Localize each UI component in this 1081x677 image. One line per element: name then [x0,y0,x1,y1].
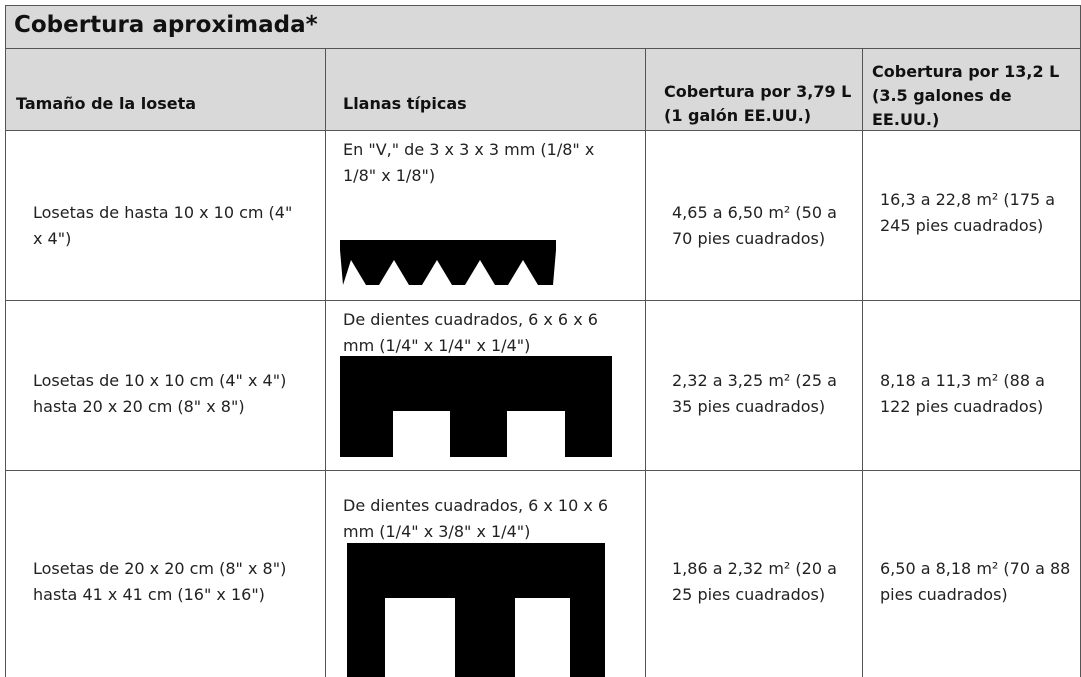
cell: Losetas de hasta 10 x 10 cm (4" x 4") [33,203,293,248]
cell: 2,32 a 3,25 m² (25 a 35 pies cuadrados) [672,371,837,416]
cell: 8,18 a 11,3 m² (88 a 122 pies cuadrados) [880,371,1045,416]
header-cell: Cobertura por 13,2 L (3.5 galones de EE.… [872,62,1060,129]
trowel-v-notch [340,240,556,285]
rule [5,470,1081,471]
trowel-square-notch [340,356,612,457]
title: Cobertura aproximada* [14,12,318,38]
header-bg [5,5,1081,130]
header-cell: Llanas típicas [343,94,467,113]
rule [325,48,326,677]
header-cell: Tamaño de la loseta [16,94,197,113]
trowel-square-notch [347,543,605,677]
rule [862,48,863,677]
cell: 6,50 a 8,18 m² (70 a 88 pies cuadrados) [880,559,1071,604]
rule [5,5,6,677]
cell: 4,65 a 6,50 m² (50 a 70 pies cuadrados) [672,203,837,248]
cell: En "V," de 3 x 3 x 3 mm (1/8" x 1/8" x 1… [343,140,595,185]
rule [5,5,1081,6]
cell: De dientes cuadrados, 6 x 6 x 6 mm (1/4"… [343,310,598,355]
rule [5,48,1081,49]
rule [5,300,1081,301]
cell: Losetas de 10 x 10 cm (4" x 4") hasta 20… [33,371,287,416]
cell: De dientes cuadrados, 6 x 10 x 6 mm (1/4… [343,496,609,541]
cell: 1,86 a 2,32 m² (20 a 25 pies cuadrados) [672,559,837,604]
rule [5,130,1081,131]
rule [645,48,646,677]
cell: 16,3 a 22,8 m² (175 a 245 pies cuadrados… [880,190,1056,235]
header-cell: Cobertura por 3,79 L (1 galón EE.UU.) [664,82,852,125]
cell: Losetas de 20 x 20 cm (8" x 8") hasta 41… [33,559,287,604]
